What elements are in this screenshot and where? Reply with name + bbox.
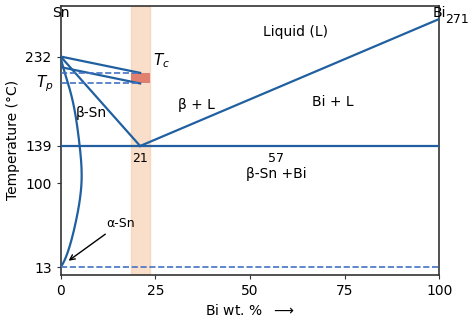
Text: $T_p$: $T_p$ (36, 73, 53, 94)
Text: Bi: Bi (432, 6, 446, 19)
Text: β + L: β + L (179, 98, 215, 112)
Text: $T_c$: $T_c$ (154, 51, 170, 70)
Y-axis label: Temperature (°C): Temperature (°C) (6, 80, 19, 200)
Text: β-Sn +Bi: β-Sn +Bi (246, 167, 307, 181)
Text: Liquid (L): Liquid (L) (263, 25, 328, 39)
Text: Bi + L: Bi + L (312, 95, 354, 109)
Text: Sn: Sn (52, 6, 69, 19)
Text: 57: 57 (268, 152, 284, 165)
Text: α-Sn: α-Sn (70, 217, 135, 260)
Text: 21: 21 (132, 152, 148, 165)
Bar (131, 73, 150, 84)
Text: 271: 271 (445, 13, 469, 26)
Text: β-Sn: β-Sn (76, 106, 107, 120)
Bar (131, 6, 150, 275)
X-axis label: Bi wt. %  $\longrightarrow$: Bi wt. % $\longrightarrow$ (205, 304, 294, 318)
